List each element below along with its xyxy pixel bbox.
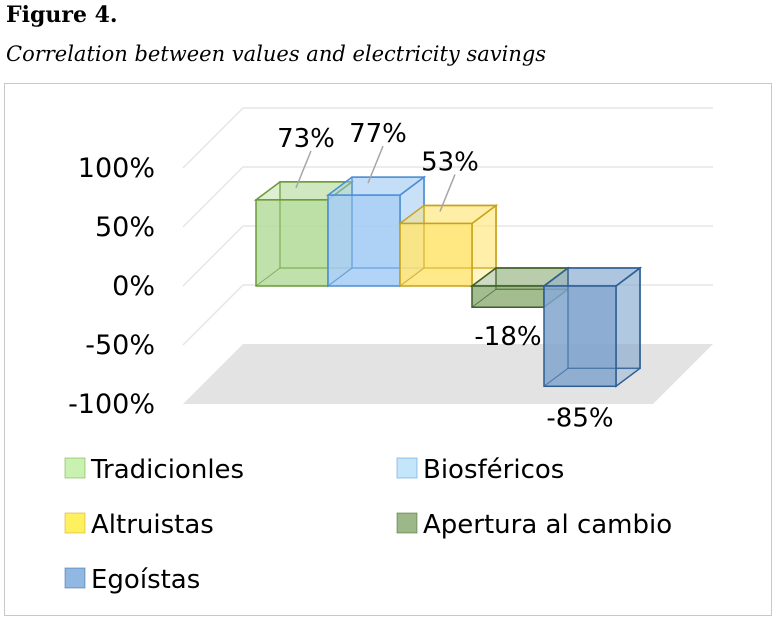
chart-frame: -100% -50% 0% 50% 100% 73% 77% 53% -18% -85% Tra… — [4, 83, 772, 616]
bar-inner-edge — [327, 267, 353, 287]
legend-item: Altruistas — [64, 510, 214, 540]
bar — [541, 266, 643, 388]
y-tick-label: 0% — [112, 271, 155, 302]
data-label: 73% — [277, 124, 335, 154]
leader-line — [295, 150, 312, 189]
bar-inner-edge — [543, 367, 569, 387]
leader-line — [439, 174, 456, 212]
legend-item: Biosféricos — [396, 455, 564, 485]
legend-label: Altruistas — [91, 510, 214, 540]
legend-swatch — [396, 457, 418, 479]
y-tick-label: -50% — [85, 330, 155, 361]
bar-front-face — [327, 194, 401, 287]
legend-label: Apertura al cambio — [423, 510, 672, 540]
bar-front-face — [255, 199, 329, 287]
bar-front-face — [543, 285, 617, 388]
legend-item: Apertura al cambio — [396, 510, 672, 540]
legend-label: Tradicionles — [90, 455, 244, 485]
figure-caption: Correlation between values and electrici… — [6, 42, 547, 66]
data-label: -85% — [546, 403, 613, 433]
leader-line — [367, 145, 384, 184]
legend-item: Tradicionles — [64, 455, 244, 485]
legend-swatch — [64, 567, 86, 589]
y-tick-label: 100% — [78, 153, 155, 184]
gridline — [182, 225, 713, 287]
bar-front-face — [399, 222, 473, 287]
data-label: -18% — [474, 322, 541, 352]
bar-inner-edge — [255, 267, 281, 287]
y-tick-label: 50% — [95, 212, 155, 243]
bar — [397, 203, 499, 288]
data-label: 53% — [421, 147, 479, 177]
data-label: 77% — [349, 119, 407, 149]
bar-inner-edge — [399, 267, 425, 287]
gridline — [182, 107, 713, 169]
legend-label: Egoístas — [91, 565, 200, 595]
figure-label: Figure 4. — [6, 2, 118, 28]
gridline — [182, 284, 713, 346]
legend: Tradicionles Biosféricos Altruistas Apertur… — [64, 455, 672, 595]
legend-swatch — [64, 512, 86, 534]
legend-swatch — [64, 457, 86, 479]
y-axis-ticks: -100% -50% 0% 50% 100% — [68, 153, 155, 420]
legend-item: Egoístas — [64, 565, 200, 595]
data-labels: 73% 77% 53% -18% -85% — [277, 119, 613, 433]
bars-layer — [253, 175, 643, 388]
bar-chart-3d: -100% -50% 0% 50% 100% 73% 77% 53% -18% -85% Tra… — [64, 107, 713, 595]
legend-label: Biosféricos — [423, 455, 564, 485]
legend-swatch — [396, 512, 418, 534]
gridline — [182, 166, 713, 228]
bar-inner-edge — [471, 288, 497, 308]
y-tick-label: -100% — [68, 389, 155, 420]
